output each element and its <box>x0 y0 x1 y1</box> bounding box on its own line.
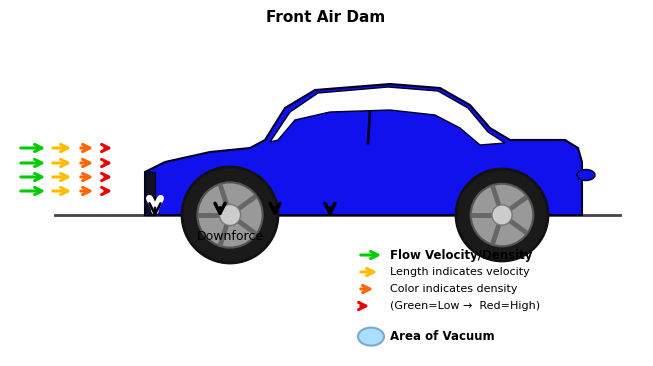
Ellipse shape <box>358 328 384 346</box>
Polygon shape <box>150 203 460 215</box>
Circle shape <box>182 167 278 263</box>
Text: Area of Vacuum: Area of Vacuum <box>390 330 494 343</box>
Polygon shape <box>145 172 155 215</box>
Text: Downforce: Downforce <box>197 230 264 243</box>
Circle shape <box>197 182 263 248</box>
Ellipse shape <box>577 169 595 180</box>
Polygon shape <box>270 87 505 145</box>
Circle shape <box>492 205 512 225</box>
Text: Length indicates velocity: Length indicates velocity <box>390 267 530 277</box>
Text: Color indicates density: Color indicates density <box>390 284 517 294</box>
Text: (Green=Low →  Red=High): (Green=Low → Red=High) <box>390 301 540 311</box>
Circle shape <box>471 184 534 246</box>
Text: Front Air Dam: Front Air Dam <box>266 10 386 25</box>
Circle shape <box>456 169 548 261</box>
Polygon shape <box>145 84 582 215</box>
Circle shape <box>219 205 240 225</box>
Text: Flow Velocity/Density: Flow Velocity/Density <box>390 249 532 261</box>
